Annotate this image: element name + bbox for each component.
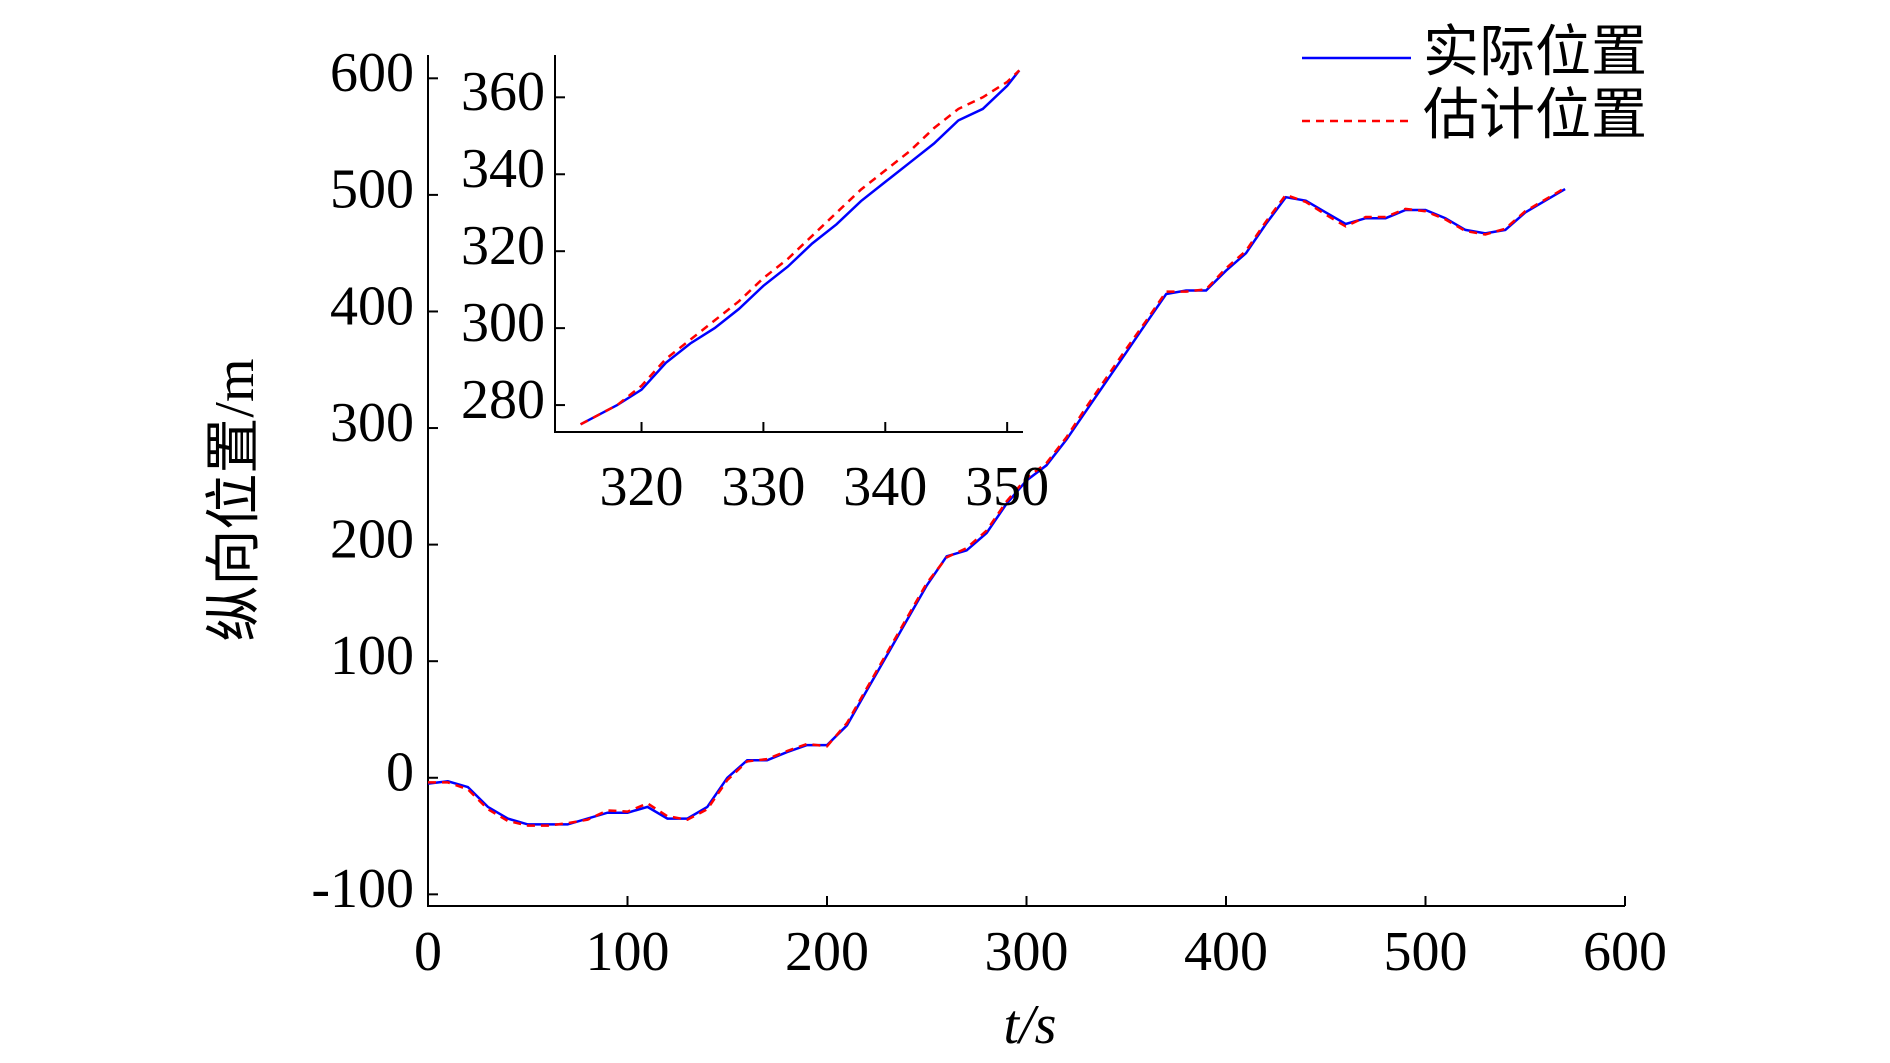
x-tick-label: 340 (843, 456, 927, 518)
y-tick-label: 360 (461, 61, 545, 123)
legend-label: 实际位置 (1423, 22, 1647, 84)
x-tick-label: 400 (1184, 921, 1268, 983)
x-tick-label: 330 (721, 456, 805, 518)
series-line (580, 69, 1021, 426)
x-axis-label: t/s (1004, 994, 1057, 1056)
y-tick-label: 300 (461, 292, 545, 354)
y-tick-label: 600 (330, 42, 414, 104)
x-tick-label: 320 (600, 456, 684, 518)
inset-background (555, 55, 1023, 432)
legend-label: 估计位置 (1423, 85, 1647, 147)
series-line (580, 69, 1021, 426)
x-tick-label: 350 (965, 456, 1049, 518)
y-axis-label: 纵向位置/m (204, 358, 266, 641)
x-tick-label: 100 (586, 921, 670, 983)
y-tick-label: -100 (311, 858, 414, 920)
y-tick-label: 100 (330, 625, 414, 687)
y-tick-label: 300 (330, 392, 414, 454)
y-tick-label: 340 (461, 138, 545, 200)
y-tick-label: 500 (330, 159, 414, 221)
x-tick-label: 0 (414, 921, 442, 983)
series-line (427, 188, 1566, 826)
x-tick-label: 500 (1384, 921, 1468, 983)
y-tick-label: 280 (461, 369, 545, 431)
x-tick-label: 200 (785, 921, 869, 983)
y-tick-label: 0 (386, 742, 414, 804)
axes (554, 55, 1023, 433)
y-tick-label: 400 (330, 275, 414, 337)
x-tick-label: 600 (1583, 921, 1667, 983)
y-tick-label: 200 (330, 508, 414, 570)
axes (427, 55, 1625, 907)
y-tick-label: 320 (461, 215, 545, 277)
x-tick-label: 300 (985, 921, 1069, 983)
